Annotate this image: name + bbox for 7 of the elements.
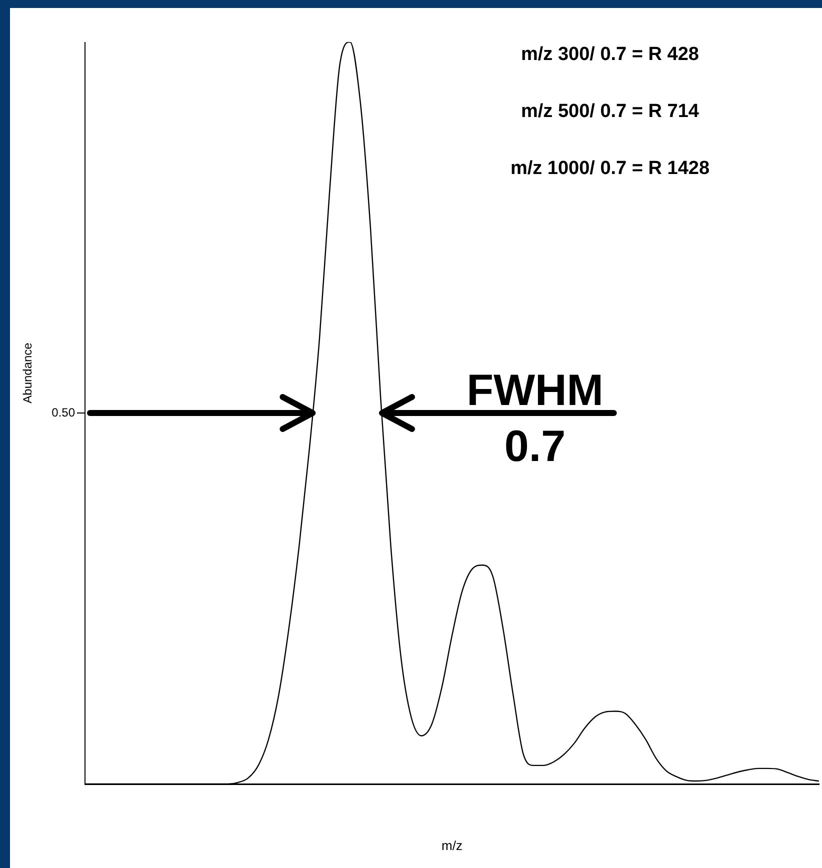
ref-line-label: 0.50: [52, 405, 76, 420]
annotation: m/z 300/ 0.7 = R 428: [520, 43, 700, 67]
x-axis-title: m/z: [442, 838, 462, 853]
annotation: m/z 1000/ 0.7 = R 1428: [509, 157, 711, 181]
annotation: m/z 500/ 0.7 = R 714: [520, 100, 700, 124]
y-axis-title: Abundance: [20, 342, 34, 404]
annotation: FWHM 0.7: [466, 365, 604, 473]
